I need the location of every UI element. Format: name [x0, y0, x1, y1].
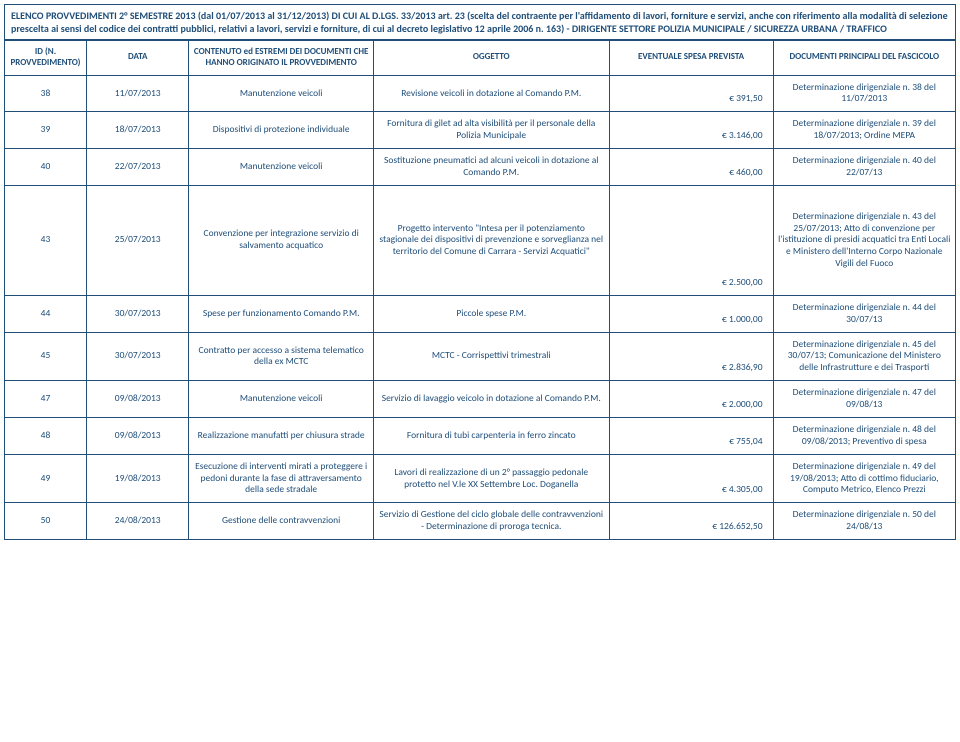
cell-ogg: Progetto intervento "Intesa per il poten…: [373, 185, 609, 295]
cell-data: 11/07/2013: [86, 75, 188, 112]
cell-spesa: € 3.146,00: [609, 112, 773, 149]
cell-data: 30/07/2013: [86, 332, 188, 381]
cell-docs: Determinazione dirigenziale n. 39 del 18…: [773, 112, 955, 149]
cell-docs: Determinazione dirigenziale n. 43 del 25…: [773, 185, 955, 295]
cell-data: 09/08/2013: [86, 417, 188, 454]
cell-cont: Gestione delle contravvenzioni: [189, 503, 373, 540]
cell-spesa: € 755,04: [609, 417, 773, 454]
cell-ogg: Servizio di lavaggio veicolo in dotazion…: [373, 381, 609, 418]
table-row: 4919/08/2013Esecuzione di interventi mir…: [5, 454, 956, 503]
col-oggetto: OGGETTO: [373, 41, 609, 76]
cell-cont: Esecuzione di interventi mirati a proteg…: [189, 454, 373, 503]
table-row: 4325/07/2013Convenzione per integrazione…: [5, 185, 956, 295]
col-contenuto: CONTENUTO ed ESTREMI DEI DOCUMENTI CHE H…: [189, 41, 373, 76]
cell-cont: Manutenzione veicoli: [189, 75, 373, 112]
cell-docs: Determinazione dirigenziale n. 44 del 30…: [773, 295, 955, 332]
table-row: 4022/07/2013Manutenzione veicoliSostituz…: [5, 149, 956, 186]
cell-spesa: € 2.836,90: [609, 332, 773, 381]
table-row: 5024/08/2013Gestione delle contravvenzio…: [5, 503, 956, 540]
table-body: 3811/07/2013Manutenzione veicoliRevision…: [5, 75, 956, 540]
cell-ogg: Sostituzione pneumatici ad alcuni veicol…: [373, 149, 609, 186]
cell-id: 40: [5, 149, 87, 186]
cell-cont: Convenzione per integrazione servizio di…: [189, 185, 373, 295]
cell-id: 45: [5, 332, 87, 381]
cell-cont: Spese per funzionamento Comando P.M.: [189, 295, 373, 332]
cell-cont: Manutenzione veicoli: [189, 381, 373, 418]
header-text: ELENCO PROVVEDIMENTI 2° SEMESTRE 2013 (d…: [11, 9, 948, 35]
cell-ogg: Revisione veicoli in dotazione al Comand…: [373, 75, 609, 112]
cell-data: 25/07/2013: [86, 185, 188, 295]
cell-ogg: Piccole spese P.M.: [373, 295, 609, 332]
cell-id: 47: [5, 381, 87, 418]
cell-id: 39: [5, 112, 87, 149]
col-docs: DOCUMENTI PRINCIPALI DEL FASCICOLO: [773, 41, 955, 76]
cell-data: 30/07/2013: [86, 295, 188, 332]
table-row: 3811/07/2013Manutenzione veicoliRevision…: [5, 75, 956, 112]
cell-cont: Dispositivi di protezione individuale: [189, 112, 373, 149]
cell-data: 18/07/2013: [86, 112, 188, 149]
col-spesa: EVENTUALE SPESA PREVISTA: [609, 41, 773, 76]
cell-data: 19/08/2013: [86, 454, 188, 503]
cell-docs: Determinazione dirigenziale n. 45 del 30…: [773, 332, 955, 381]
cell-id: 50: [5, 503, 87, 540]
cell-id: 43: [5, 185, 87, 295]
table-row: 4430/07/2013Spese per funzionamento Coma…: [5, 295, 956, 332]
cell-id: 44: [5, 295, 87, 332]
cell-docs: Determinazione dirigenziale n. 49 del 19…: [773, 454, 955, 503]
table-row: 4709/08/2013Manutenzione veicoliServizio…: [5, 381, 956, 418]
cell-data: 22/07/2013: [86, 149, 188, 186]
cell-data: 24/08/2013: [86, 503, 188, 540]
provvedimenti-table: ID (N. PROVVEDIMENTO) DATA CONTENUTO ed …: [4, 40, 956, 540]
table-row: 3918/07/2013Dispositivi di protezione in…: [5, 112, 956, 149]
cell-ogg: Fornitura di tubi carpenteria in ferro z…: [373, 417, 609, 454]
cell-ogg: Fornitura di gilet ad alta visibilità pe…: [373, 112, 609, 149]
cell-spesa: € 460,00: [609, 149, 773, 186]
cell-spesa: € 4.305,00: [609, 454, 773, 503]
cell-spesa: € 1.000,00: [609, 295, 773, 332]
table-row: 4530/07/2013Contratto per accesso a sist…: [5, 332, 956, 381]
cell-id: 38: [5, 75, 87, 112]
cell-spesa: € 391,50: [609, 75, 773, 112]
cell-data: 09/08/2013: [86, 381, 188, 418]
cell-id: 48: [5, 417, 87, 454]
col-data: DATA: [86, 41, 188, 76]
cell-docs: Determinazione dirigenziale n. 50 del 24…: [773, 503, 955, 540]
cell-ogg: MCTC - Corrispettivi trimestrali: [373, 332, 609, 381]
cell-docs: Determinazione dirigenziale n. 40 del 22…: [773, 149, 955, 186]
cell-cont: Realizzazione manufatti per chiusura str…: [189, 417, 373, 454]
cell-cont: Manutenzione veicoli: [189, 149, 373, 186]
cell-id: 49: [5, 454, 87, 503]
cell-docs: Determinazione dirigenziale n. 47 del 09…: [773, 381, 955, 418]
cell-cont: Contratto per accesso a sistema telemati…: [189, 332, 373, 381]
table-row: 4809/08/2013Realizzazione manufatti per …: [5, 417, 956, 454]
cell-docs: Determinazione dirigenziale n. 38 del 11…: [773, 75, 955, 112]
cell-spesa: € 2.500,00: [609, 185, 773, 295]
cell-spesa: € 126.652,50: [609, 503, 773, 540]
cell-spesa: € 2.000,00: [609, 381, 773, 418]
table-header-row: ID (N. PROVVEDIMENTO) DATA CONTENUTO ed …: [5, 41, 956, 76]
cell-docs: Determinazione dirigenziale n. 48 del 09…: [773, 417, 955, 454]
cell-ogg: Lavori di realizzazione di un 2° passagg…: [373, 454, 609, 503]
document-header: ELENCO PROVVEDIMENTI 2° SEMESTRE 2013 (d…: [4, 4, 956, 40]
col-id: ID (N. PROVVEDIMENTO): [5, 41, 87, 76]
cell-ogg: Servizio di Gestione del ciclo globale d…: [373, 503, 609, 540]
